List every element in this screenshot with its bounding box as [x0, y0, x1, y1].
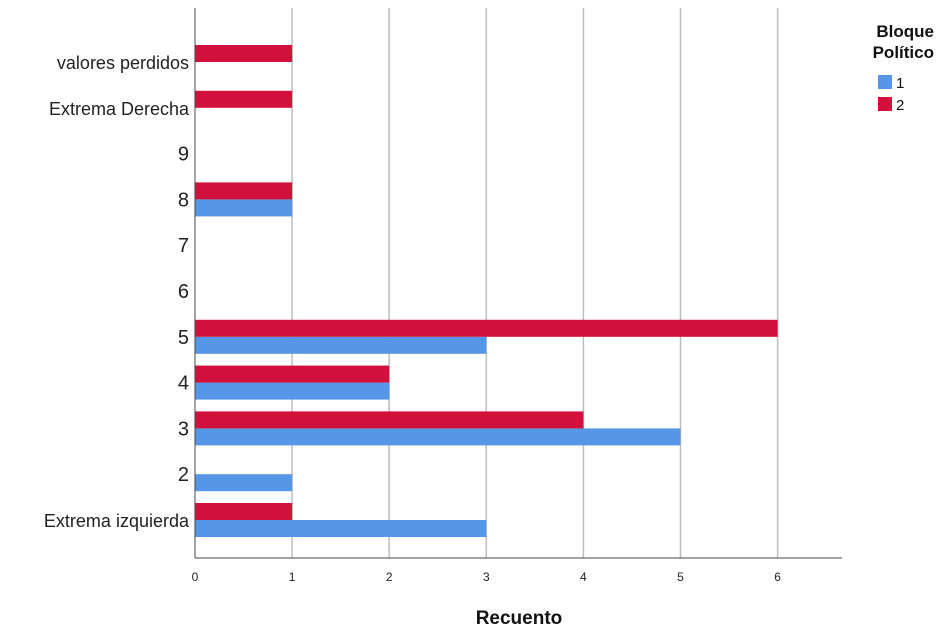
- bar-series-1: [195, 382, 390, 400]
- x-tick-label: 0: [192, 570, 199, 584]
- category-label: 7: [178, 235, 189, 257]
- x-tick-label: 4: [580, 570, 587, 584]
- x-tick-label: 3: [483, 570, 490, 584]
- bar-series-1: [195, 520, 487, 537]
- x-tick-label: 1: [289, 570, 296, 584]
- x-tick-label: 2: [386, 570, 393, 584]
- legend: Bloque Político 1 2: [873, 22, 934, 114]
- category-label: Extrema izquierda: [44, 511, 190, 531]
- bar-series-1: [195, 474, 293, 492]
- legend-swatch: [878, 97, 892, 111]
- x-tick-labels: 0 1 2 3 4 5 6: [192, 570, 782, 584]
- category-label: 5: [178, 327, 189, 349]
- bar-series-2: [195, 90, 293, 108]
- legend-title-line2: Político: [873, 43, 934, 62]
- legend-label: 1: [896, 75, 904, 92]
- category-label: 8: [178, 189, 189, 211]
- category-label: Extrema Derecha: [49, 99, 190, 119]
- category-label: 9: [178, 144, 189, 166]
- category-labels: Extrema izquierda 2 3 4 5 6 7 8 9 Extrema Derecha…: [44, 53, 190, 531]
- gridlines: [291, 8, 779, 558]
- bar-series-2: [195, 319, 778, 337]
- bar-series-2: [195, 503, 293, 520]
- bar-series-2: [195, 45, 293, 62]
- category-label: 3: [178, 418, 189, 440]
- category-label: valores perdidos: [57, 53, 189, 73]
- axes: [194, 8, 842, 559]
- bar-series-1: [195, 336, 487, 354]
- category-label: 4: [178, 373, 189, 395]
- category-label: 2: [178, 464, 189, 486]
- bar-series-2: [195, 182, 293, 200]
- x-tick-label: 6: [774, 570, 781, 584]
- legend-swatch: [878, 75, 892, 89]
- bar-series-1: [195, 428, 681, 446]
- x-axis-title: Recuento: [476, 608, 563, 629]
- bars: [195, 45, 778, 537]
- x-tick-label: 5: [677, 570, 684, 584]
- category-label: 6: [178, 281, 189, 303]
- bar-series-2: [195, 411, 584, 429]
- legend-label: 2: [896, 97, 904, 114]
- legend-title-line1: Bloque: [876, 22, 934, 41]
- bar-series-1: [195, 199, 293, 217]
- bar-series-2: [195, 365, 390, 383]
